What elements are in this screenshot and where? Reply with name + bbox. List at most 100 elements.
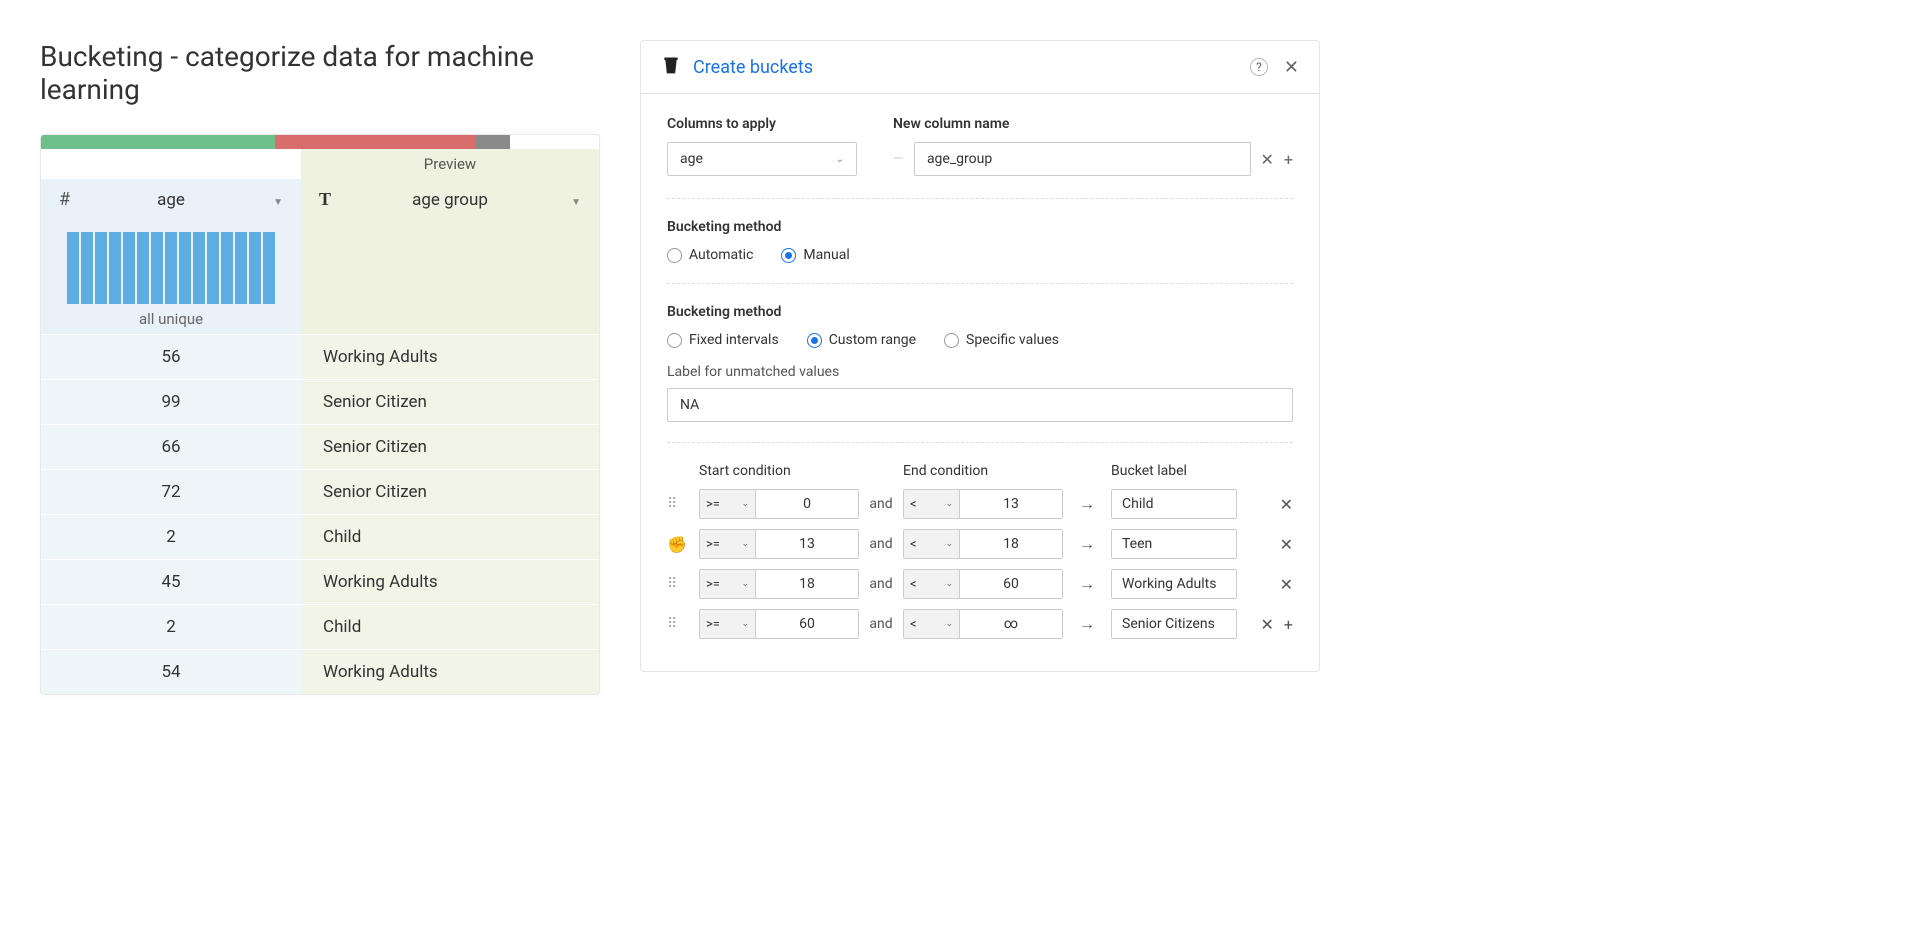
cell-age-group: Senior Citizen [301, 470, 599, 514]
add-column-icon[interactable]: + [1284, 150, 1293, 169]
start-value-input[interactable]: 0 [756, 490, 858, 518]
start-operator-select[interactable]: >=⌄ [700, 570, 756, 598]
end-value-input[interactable]: ∞ [960, 610, 1062, 638]
drag-handle-icon[interactable]: ⠿ [667, 496, 699, 512]
histogram-bar [165, 232, 177, 304]
histogram-bar [263, 232, 275, 304]
cell-age: 56 [41, 335, 301, 379]
column-menu-caret-icon[interactable]: ▼ [273, 197, 283, 208]
remove-bucket-icon[interactable]: ✕ [1280, 495, 1293, 514]
bucket-row: ⠿>=⌄60and<⌄∞→Senior Citizens✕+ [667, 609, 1293, 639]
drag-handle-icon[interactable]: ⠿ [667, 576, 699, 592]
columns-to-apply-select[interactable]: age ⌄ [667, 142, 857, 176]
start-operator-select[interactable]: >=⌄ [700, 490, 756, 518]
arrow-icon: → [1063, 614, 1111, 634]
column-menu-caret-icon[interactable]: ▼ [571, 197, 581, 208]
histogram-bar [109, 232, 121, 304]
unmatched-label: Label for unmatched values [667, 364, 1293, 380]
text-type-icon: T [319, 189, 331, 209]
cell-age-group: Senior Citizen [301, 425, 599, 469]
chevron-down-icon: ⌄ [945, 499, 953, 509]
bucket-label-input[interactable]: Senior Citizens [1111, 609, 1237, 639]
close-icon[interactable]: ✕ [1284, 57, 1299, 78]
bucket-row: ⠿>=⌄0and<⌄13→Child✕ [667, 489, 1293, 519]
drag-handle-icon[interactable]: ✊ [667, 535, 699, 554]
histogram-bar [193, 232, 205, 304]
histogram-bar [179, 232, 191, 304]
end-value-input[interactable]: 60 [960, 570, 1062, 598]
histogram-bar [67, 232, 79, 304]
start-condition-group: >=⌄60 [699, 609, 859, 639]
remove-bucket-icon[interactable]: ✕ [1280, 575, 1293, 594]
end-condition-group: <⌄60 [903, 569, 1063, 599]
help-icon[interactable]: ? [1250, 58, 1268, 76]
remove-bucket-icon[interactable]: ✕ [1261, 615, 1274, 634]
end-condition-group: <⌄∞ [903, 609, 1063, 639]
new-column-name-input[interactable]: age_group [914, 142, 1251, 176]
chevron-down-icon: ⌄ [945, 619, 953, 629]
cell-age: 2 [41, 605, 301, 649]
radio-option-manual[interactable]: Manual [781, 247, 849, 263]
histogram-bar [81, 232, 93, 304]
bucket-label-input[interactable]: Working Adults [1111, 569, 1237, 599]
remove-bucket-icon[interactable]: ✕ [1280, 535, 1293, 554]
column-histogram-age: all unique [41, 220, 301, 334]
end-operator-select[interactable]: <⌄ [904, 570, 960, 598]
quality-bar-segment [41, 135, 275, 149]
cell-age: 45 [41, 560, 301, 604]
start-condition-group: >=⌄0 [699, 489, 859, 519]
end-value-input[interactable]: 13 [960, 490, 1062, 518]
cell-age: 72 [41, 470, 301, 514]
end-operator-select[interactable]: <⌄ [904, 490, 960, 518]
and-label: and [859, 496, 903, 512]
clear-column-icon[interactable]: ✕ [1261, 150, 1274, 169]
end-operator-select[interactable]: <⌄ [904, 610, 960, 638]
drag-handle-icon[interactable]: ⠿ [667, 616, 699, 632]
unmatched-input[interactable]: NA [667, 388, 1293, 422]
table-row: 72Senior Citizen [41, 469, 599, 514]
start-value-input[interactable]: 60 [756, 610, 858, 638]
cell-age-group: Working Adults [301, 650, 599, 694]
table-row: 99Senior Citizen [41, 379, 599, 424]
end-value-input[interactable]: 18 [960, 530, 1062, 558]
arrow-icon: → [1063, 534, 1111, 554]
column-header-age-group[interactable]: T age group ▼ [301, 179, 599, 220]
data-preview-table: Preview # age ▼ T age group ▼ all unique [40, 134, 600, 695]
section-divider [667, 283, 1293, 284]
histogram-bar [235, 232, 247, 304]
start-value-input[interactable]: 18 [756, 570, 858, 598]
header-start-condition: Start condition [699, 463, 859, 479]
histogram-bar [137, 232, 149, 304]
add-bucket-icon[interactable]: + [1284, 615, 1293, 634]
radio-option-fixed-intervals[interactable]: Fixed intervals [667, 332, 779, 348]
table-row: 2Child [41, 514, 599, 559]
start-condition-group: >=⌄13 [699, 529, 859, 559]
bucket-label-input[interactable]: Teen [1111, 529, 1237, 559]
radio-option-automatic[interactable]: Automatic [667, 247, 753, 263]
bucket-label-input[interactable]: Child [1111, 489, 1237, 519]
column-header-age[interactable]: # age ▼ [41, 179, 301, 220]
chevron-down-icon: ⌄ [945, 579, 953, 589]
end-condition-group: <⌄13 [903, 489, 1063, 519]
radio-option-custom-range[interactable]: Custom range [807, 332, 916, 348]
end-operator-select[interactable]: <⌄ [904, 530, 960, 558]
histogram-bar [207, 232, 219, 304]
quality-bar-segment [275, 135, 476, 149]
header-bucket-label: Bucket label [1111, 463, 1237, 479]
chevron-down-icon: ⌄ [741, 619, 749, 629]
preview-header-label: Preview [301, 149, 599, 179]
table-row: 2Child [41, 604, 599, 649]
start-operator-select[interactable]: >=⌄ [700, 610, 756, 638]
histogram-bar [151, 232, 163, 304]
radio-label: Custom range [829, 332, 916, 348]
cell-age-group: Child [301, 605, 599, 649]
radio-icon [944, 333, 959, 348]
bucket-row: ⠿>=⌄18and<⌄60→Working Adults✕ [667, 569, 1293, 599]
start-value-input[interactable]: 13 [756, 530, 858, 558]
radio-option-specific-values[interactable]: Specific values [944, 332, 1059, 348]
section-divider [667, 198, 1293, 199]
panel-header: Create buckets ? ✕ [641, 41, 1319, 94]
start-operator-select[interactable]: >=⌄ [700, 530, 756, 558]
column-histogram-age-group [301, 220, 599, 334]
arrow-icon: → [1063, 574, 1111, 594]
